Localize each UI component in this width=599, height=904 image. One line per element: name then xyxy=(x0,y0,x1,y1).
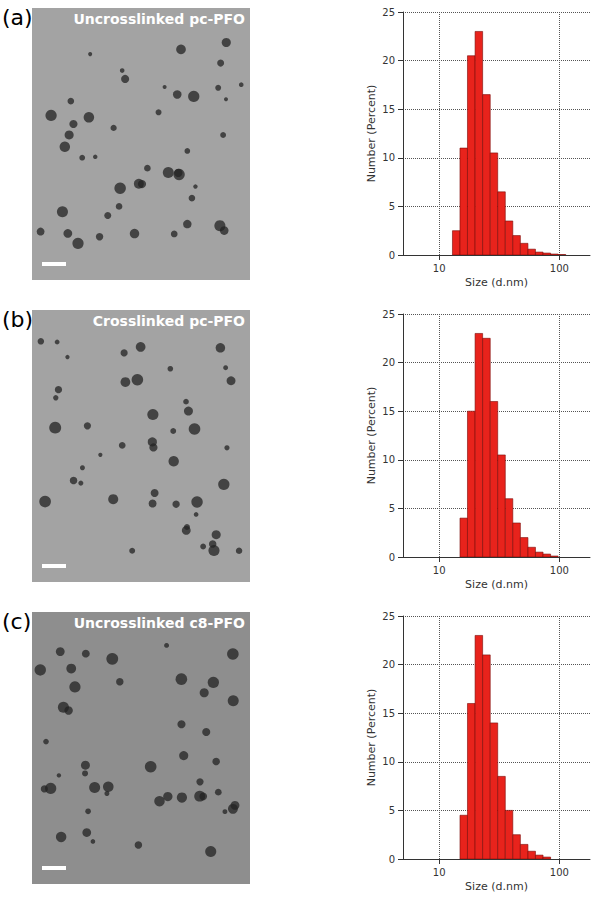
svg-text:5: 5 xyxy=(389,805,395,816)
svg-text:0: 0 xyxy=(389,552,395,563)
svg-text:Size (d.nm): Size (d.nm) xyxy=(465,276,528,289)
svg-text:100: 100 xyxy=(550,263,569,274)
svg-text:Uncrosslinked pc-PFO: Uncrosslinked pc-PFO xyxy=(73,11,245,27)
svg-text:15: 15 xyxy=(382,104,395,115)
svg-text:10: 10 xyxy=(382,152,395,163)
svg-text:15: 15 xyxy=(382,406,395,417)
svg-text:5: 5 xyxy=(389,201,395,212)
svg-text:0: 0 xyxy=(389,250,395,261)
svg-text:10: 10 xyxy=(433,565,446,576)
svg-text:0: 0 xyxy=(389,854,395,865)
svg-text:(c): (c) xyxy=(2,609,31,634)
svg-text:20: 20 xyxy=(382,357,395,368)
svg-text:10: 10 xyxy=(382,756,395,767)
svg-text:5: 5 xyxy=(389,503,395,514)
svg-text:15: 15 xyxy=(382,708,395,719)
svg-text:Uncrosslinked c8-PFO: Uncrosslinked c8-PFO xyxy=(74,615,245,631)
svg-text:Crosslinked pc-PFO: Crosslinked pc-PFO xyxy=(93,313,245,329)
svg-text:20: 20 xyxy=(382,659,395,670)
svg-text:(b): (b) xyxy=(2,307,33,332)
svg-text:25: 25 xyxy=(382,611,395,622)
svg-text:100: 100 xyxy=(550,867,569,878)
svg-text:10: 10 xyxy=(433,263,446,274)
svg-text:10: 10 xyxy=(382,454,395,465)
svg-text:Number (Percent): Number (Percent) xyxy=(365,689,378,787)
svg-text:10: 10 xyxy=(433,867,446,878)
svg-text:Size (d.nm): Size (d.nm) xyxy=(465,880,528,893)
svg-text:20: 20 xyxy=(382,55,395,66)
svg-text:Number (Percent): Number (Percent) xyxy=(365,85,378,183)
svg-text:Number (Percent): Number (Percent) xyxy=(365,387,378,485)
svg-text:100: 100 xyxy=(550,565,569,576)
svg-text:25: 25 xyxy=(382,7,395,18)
svg-text:Size (d.nm): Size (d.nm) xyxy=(465,578,528,591)
svg-text:(a): (a) xyxy=(2,5,33,30)
svg-text:25: 25 xyxy=(382,309,395,320)
